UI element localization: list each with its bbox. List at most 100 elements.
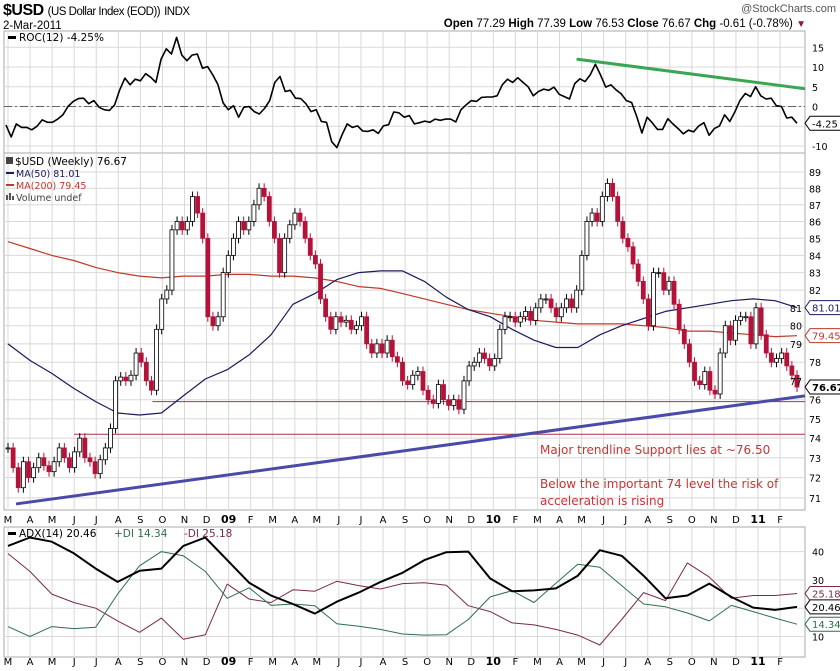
candle-down <box>692 357 697 386</box>
candle-body <box>256 187 262 206</box>
candle-body <box>102 447 108 461</box>
price-tick-label: 78 <box>809 358 821 369</box>
candle-body <box>128 374 134 382</box>
candle-down <box>569 293 574 313</box>
candle-body <box>343 319 349 323</box>
low-value: 76.53 <box>595 18 625 30</box>
candle-up <box>36 452 42 473</box>
candle-body <box>133 352 139 376</box>
candle-down <box>640 276 646 304</box>
ma50-legend-swatch <box>6 172 14 174</box>
candle-body <box>231 237 236 256</box>
candle-body <box>589 212 595 222</box>
price-tick-label: 85 <box>809 234 821 245</box>
value-tag-text: 76.67 <box>812 383 840 394</box>
candle-down <box>512 311 518 328</box>
candle-up <box>738 311 744 326</box>
candle-up <box>51 456 57 477</box>
x-axis-month-label: J <box>72 657 76 668</box>
candle-down <box>307 233 313 261</box>
x-axis-month-label: J <box>623 657 627 668</box>
candle-down <box>389 335 395 362</box>
x-axis-month-label: M <box>313 657 322 668</box>
candle-up <box>589 208 595 227</box>
candle-down <box>456 394 462 415</box>
candle-body <box>599 196 605 222</box>
candle-body <box>410 374 416 385</box>
roc-legend-text: ROC(12) -4.25% <box>19 32 104 44</box>
roc-panel <box>4 36 805 149</box>
minus-di-line <box>7 553 798 646</box>
candle-body <box>646 298 651 327</box>
high-value: 77.39 <box>537 18 566 30</box>
candle-up <box>231 233 236 261</box>
candle-body <box>97 459 103 475</box>
x-axis-month-label: D <box>467 657 475 668</box>
candle-down <box>610 178 615 202</box>
candle-up <box>502 311 508 335</box>
candle-body <box>564 298 569 309</box>
x-axis-month-label: A <box>27 515 34 526</box>
x-axis-month-label: A <box>291 657 298 668</box>
candle-body <box>138 352 144 363</box>
candle-body <box>282 237 288 274</box>
candle-body <box>681 328 687 345</box>
candle-up <box>651 267 656 331</box>
value-tag-box <box>804 115 840 131</box>
candle-body <box>794 374 800 388</box>
annotation-risk-line1: Below the important 74 level the risk of <box>540 477 779 491</box>
price-tick-label: 73 <box>809 454 821 465</box>
ma200-line <box>7 241 798 338</box>
candle-down <box>205 233 211 322</box>
candle-body <box>389 339 395 358</box>
candle-down <box>46 460 52 477</box>
candle-body <box>77 437 83 453</box>
candle-down <box>266 191 272 227</box>
price-tick-label: 88 <box>809 184 821 195</box>
candle-down <box>446 394 452 411</box>
x-axis-month-label: J <box>601 515 605 526</box>
candle-up <box>31 462 37 483</box>
value-tag-text: 14.34 <box>812 620 840 631</box>
candle-down <box>630 241 636 269</box>
x-axis-month-label: M <box>533 657 542 668</box>
x-axis-month-label: A <box>556 515 563 526</box>
candle-up <box>154 324 159 396</box>
x-axis-month-label: O <box>158 657 166 668</box>
candle-down <box>707 366 713 396</box>
candle-body <box>533 307 539 321</box>
candle-up <box>743 311 749 322</box>
x-axis-month-label: J <box>94 515 98 526</box>
price-tick-label: 84 <box>809 251 821 262</box>
candle-up <box>72 446 78 473</box>
candle-body <box>266 196 272 222</box>
x-axis-month-label: A <box>115 657 122 668</box>
price-panel <box>5 178 805 506</box>
candle-down <box>318 258 323 304</box>
x-axis-month-label: M <box>533 515 542 526</box>
candle-body <box>476 352 482 363</box>
plus-di-legend: +DI 14.34 <box>114 528 168 540</box>
ma50-legend: MA(50) 81.01 <box>16 169 80 180</box>
x-axis-month-label: F <box>512 515 518 526</box>
candle-up <box>113 375 118 434</box>
candle-down <box>210 311 216 331</box>
x-axis-month-label: M <box>313 515 322 526</box>
candle-down <box>364 311 370 349</box>
candle-body <box>768 352 774 363</box>
candle-down <box>635 258 641 287</box>
x-axis-month-label: S <box>137 515 143 526</box>
symbol-name: (US Dollar Index (EOD)) <box>47 6 161 18</box>
candle-body <box>261 187 267 197</box>
candle-body <box>123 376 129 382</box>
candle-down <box>297 208 303 227</box>
candle-body <box>558 307 564 318</box>
candle-body <box>697 380 703 385</box>
candle-body <box>287 224 293 239</box>
x-axis-month-label: J <box>72 515 76 526</box>
candle-body <box>553 307 559 318</box>
candle-body <box>569 298 574 309</box>
candle-up <box>451 394 457 411</box>
candle-body <box>497 328 503 359</box>
candle-body <box>113 380 118 429</box>
